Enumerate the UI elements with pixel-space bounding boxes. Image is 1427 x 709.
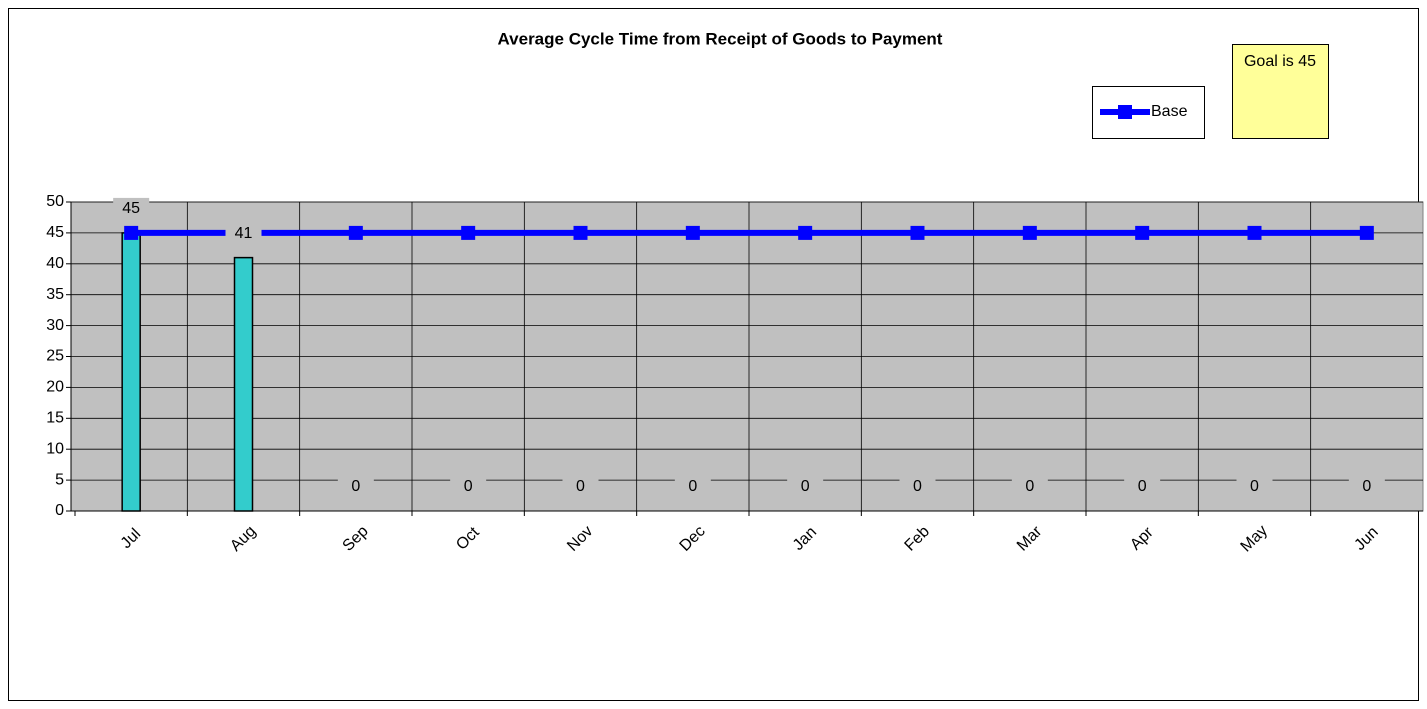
data-label-box [674, 476, 711, 498]
data-label-box [899, 476, 936, 498]
data-label: 0 [801, 478, 810, 495]
data-label: 0 [688, 478, 697, 495]
data-label: 0 [1138, 478, 1147, 495]
line-marker [1022, 225, 1037, 240]
y-tick-label: 35 [46, 286, 64, 303]
data-label-box [787, 476, 824, 498]
legend-marker [1118, 105, 1132, 119]
data-label-box [562, 476, 599, 498]
y-tick-label: 10 [46, 440, 64, 457]
data-label-box [1124, 476, 1161, 498]
data-label: 0 [576, 478, 585, 495]
data-label-box [113, 197, 150, 220]
line-marker [798, 225, 813, 240]
bar [233, 256, 254, 512]
data-label: 0 [351, 478, 360, 495]
line-marker [124, 225, 139, 240]
y-tick-label: 25 [46, 348, 64, 365]
y-tick-label: 40 [46, 255, 64, 272]
data-label: 0 [1362, 478, 1371, 495]
data-label: 0 [1250, 478, 1259, 495]
data-label: 0 [1025, 478, 1034, 495]
line-marker [461, 225, 476, 240]
data-label-box [450, 476, 487, 498]
line-marker [910, 225, 925, 240]
y-tick-label: 50 [46, 193, 64, 210]
line-marker [573, 225, 588, 240]
line-marker [1247, 225, 1262, 240]
data-label: 0 [913, 478, 922, 495]
data-label: 45 [122, 200, 140, 217]
bar [121, 232, 141, 512]
line-marker [1359, 225, 1374, 240]
annotation: Goal is 45 [1244, 53, 1316, 70]
line-marker [1135, 225, 1150, 240]
y-tick-label: 45 [46, 224, 64, 241]
data-label-box [337, 476, 374, 498]
data-label-box [1348, 476, 1385, 498]
data-label-box [1236, 476, 1273, 498]
data-label: 0 [464, 478, 473, 495]
chart-title: Average Cycle Time from Receipt of Goods… [498, 29, 943, 48]
data-label-box [1011, 476, 1048, 498]
annotation-box [1232, 44, 1329, 139]
line-marker [348, 225, 363, 240]
data-label: 41 [235, 225, 253, 242]
data-label-box [225, 222, 262, 245]
y-tick-label: 15 [46, 410, 64, 427]
y-tick-label: 5 [55, 471, 64, 488]
line-marker [685, 225, 700, 240]
y-tick-label: 20 [46, 379, 64, 396]
y-tick-label: 30 [46, 317, 64, 334]
y-tick-label: 0 [55, 502, 64, 519]
legend-label: Base [1151, 103, 1188, 120]
